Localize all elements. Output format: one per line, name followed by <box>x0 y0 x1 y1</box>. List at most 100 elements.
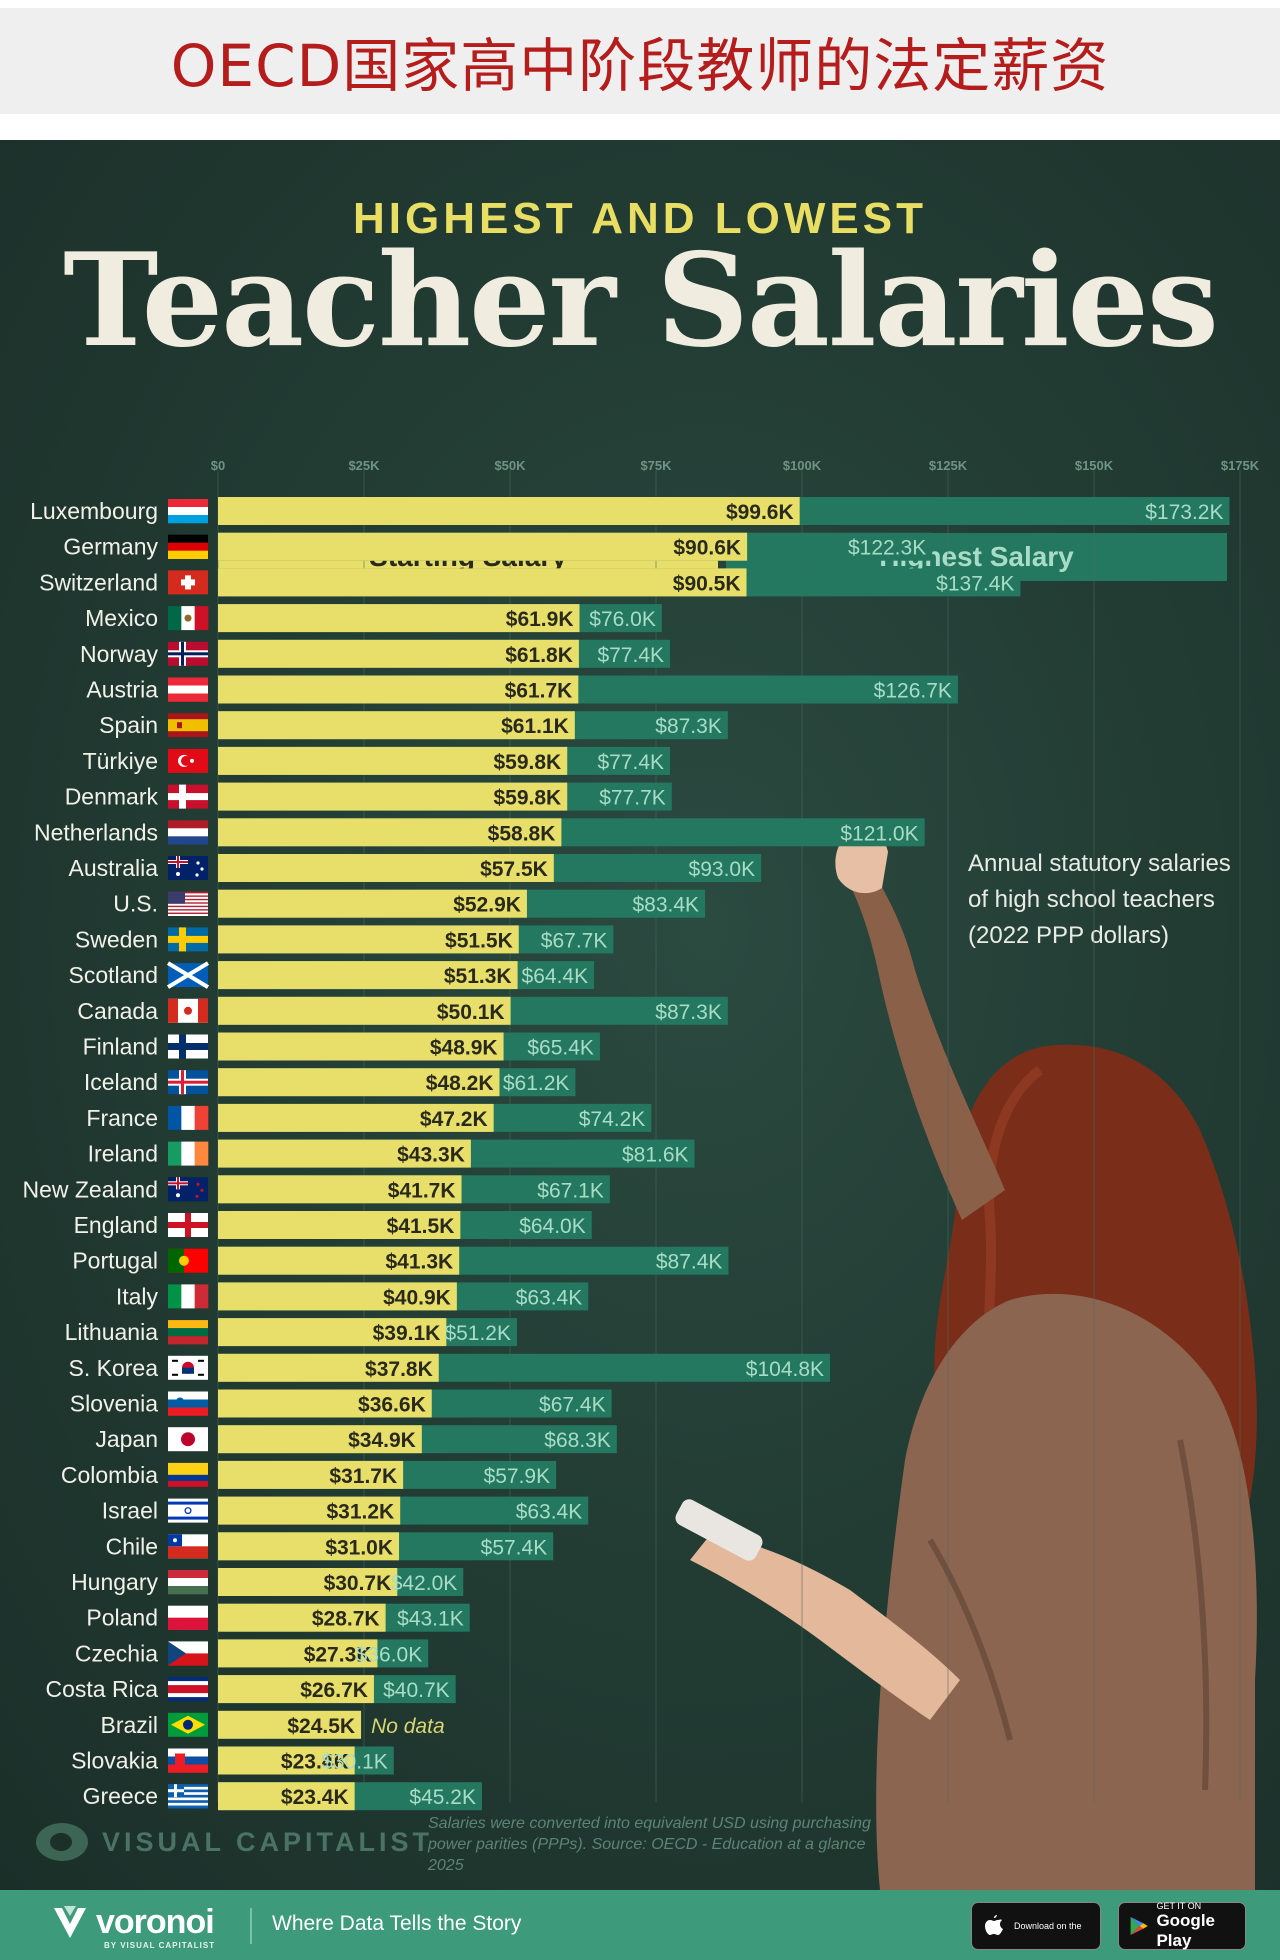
highest-salary-label: $67.1K <box>537 1179 604 1202</box>
country-label: Israel <box>102 1498 158 1524</box>
poland-flag-icon <box>168 1605 208 1630</box>
starting-salary-label: $61.1K <box>501 715 569 738</box>
highest-salary-label: No data <box>371 1715 445 1738</box>
google-play-big-text: Google Play <box>1156 1911 1215 1950</box>
mexico-flag-icon <box>168 606 209 631</box>
highest-salary-label: $64.4K <box>522 965 589 988</box>
highest-salary-label: $77.4K <box>597 751 664 774</box>
starting-salary-bar <box>218 1282 457 1311</box>
top-banner: OECD国家高中阶段教师的法定薪资 <box>0 0 1280 140</box>
country-label: Netherlands <box>34 819 158 845</box>
country-label: Türkiye <box>83 748 158 774</box>
starting-salary-label: $26.7K <box>300 1679 368 1702</box>
switzerland-flag-icon <box>168 570 208 595</box>
south-korea-flag-icon <box>168 1355 208 1380</box>
highest-salary-label: $74.2K <box>579 1108 646 1131</box>
luxembourg-flag-icon <box>168 499 208 524</box>
brazil-flag-icon <box>168 1712 208 1737</box>
portugal-flag-icon <box>168 1248 208 1273</box>
highest-salary-label: $40.7K <box>383 1679 450 1702</box>
starting-salary-label: $59.8K <box>494 751 562 774</box>
highest-salary-label: $67.7K <box>541 929 608 952</box>
x-tick-label: $125K <box>929 458 968 473</box>
starting-salary-label: $23.4K <box>281 1786 349 1809</box>
starting-salary-bar <box>218 961 518 990</box>
highest-salary-label: $42.0K <box>391 1572 458 1595</box>
starting-salary-bar <box>218 746 568 775</box>
starting-salary-bar <box>218 1568 398 1596</box>
country-label: Canada <box>77 998 158 1024</box>
country-label: New Zealand <box>22 1176 158 1202</box>
highest-salary-label: $87.3K <box>655 715 722 738</box>
brand-name: VISUAL CAPITALIST <box>102 1826 434 1857</box>
starting-salary-bar <box>218 1782 355 1811</box>
country-label: France <box>86 1105 158 1131</box>
starting-salary-bar <box>218 532 748 561</box>
starting-salary-label: $37.8K <box>365 1358 433 1381</box>
highest-salary-label: $93.0K <box>689 858 756 881</box>
starting-salary-label: $61.9K <box>506 608 574 631</box>
starting-salary-label: $36.6K <box>358 1394 426 1417</box>
x-tick-label: $150K <box>1075 458 1114 473</box>
visual-capitalist-logo-icon <box>36 1823 88 1861</box>
country-label: Sweden <box>75 926 158 952</box>
starting-salary-label: $31.0K <box>325 1536 393 1559</box>
starting-salary-label: $48.2K <box>426 1072 494 1095</box>
starting-salary-bar <box>218 1103 494 1132</box>
starting-salary-label: $52.9K <box>453 894 521 917</box>
highest-salary-label: $63.4K <box>516 1501 583 1524</box>
app-store-button[interactable]: Download on the <box>971 1902 1101 1950</box>
country-label: Chile <box>106 1533 158 1559</box>
starting-salary-label: $61.8K <box>505 644 573 667</box>
starting-salary-bar <box>218 497 800 525</box>
starting-salary-label: $50.1K <box>437 1001 505 1024</box>
highest-salary-label: $64.0K <box>519 1215 586 1238</box>
banner-title: OECD国家高中阶段教师的法定薪资 <box>170 32 1110 100</box>
note-line: (2022 PPP dollars) <box>968 922 1169 949</box>
starting-salary-label: $31.2K <box>326 1501 394 1524</box>
divider <box>250 1908 252 1944</box>
israel-flag-icon <box>168 1498 208 1523</box>
country-label: Ireland <box>88 1141 158 1167</box>
highest-salary-label: $87.4K <box>656 1251 723 1274</box>
lithuania-flag-icon <box>168 1320 208 1345</box>
highest-salary-label: $51.2K <box>444 1322 511 1345</box>
starting-salary-label: $41.5K <box>387 1215 455 1238</box>
country-label: Costa Rica <box>46 1676 159 1702</box>
google-play-button[interactable]: GET IT ON Google Play <box>1118 1901 1246 1950</box>
italy-flag-icon <box>168 1284 209 1309</box>
country-label: Luxembourg <box>30 498 158 524</box>
country-label: Czechia <box>75 1640 158 1666</box>
starting-salary-bar <box>218 925 519 954</box>
greece-flag-icon <box>168 1784 208 1809</box>
highest-salary-label: $87.3K <box>655 1001 722 1024</box>
starting-salary-bar <box>218 1496 401 1525</box>
country-label: Australia <box>69 855 159 881</box>
source-note: Salaries were converted into equivalent … <box>428 1813 898 1876</box>
starting-salary-bar <box>218 568 747 597</box>
visual-capitalist-brand: VISUAL CAPITALIST <box>36 1823 433 1861</box>
voronoi-logo[interactable]: voronoi <box>50 1902 215 1942</box>
starting-salary-bar <box>218 639 579 668</box>
country-label: Slovakia <box>71 1748 158 1774</box>
spain-flag-icon <box>168 713 208 738</box>
note-line: of high school teachers <box>968 886 1215 913</box>
chart-title: Teacher Salaries <box>63 226 1219 376</box>
starting-salary-label: $43.3K <box>397 1144 465 1167</box>
starting-salary-label: $57.5K <box>480 858 548 881</box>
starting-salary-bar <box>218 1460 404 1489</box>
country-label: Lithuania <box>65 1319 159 1345</box>
starting-salary-label: $28.7K <box>312 1608 380 1631</box>
starting-salary-label: $61.7K <box>505 680 573 703</box>
starting-salary-bar <box>218 1175 462 1204</box>
france-flag-icon <box>168 1105 209 1130</box>
country-label: Portugal <box>72 1248 158 1274</box>
bottom-bar: voronoi BY VISUAL CAPITALIST Where Data … <box>0 1890 1280 1960</box>
starting-salary-bar <box>218 889 527 918</box>
highest-salary-label: $57.4K <box>481 1536 548 1559</box>
highest-salary-label: $137.4K <box>936 572 1014 595</box>
highest-salary-label: $76.0K <box>589 608 656 631</box>
starting-salary-bar <box>218 1425 422 1454</box>
note-line: Annual statutory salaries <box>968 850 1231 877</box>
iceland-flag-icon <box>168 1070 208 1095</box>
